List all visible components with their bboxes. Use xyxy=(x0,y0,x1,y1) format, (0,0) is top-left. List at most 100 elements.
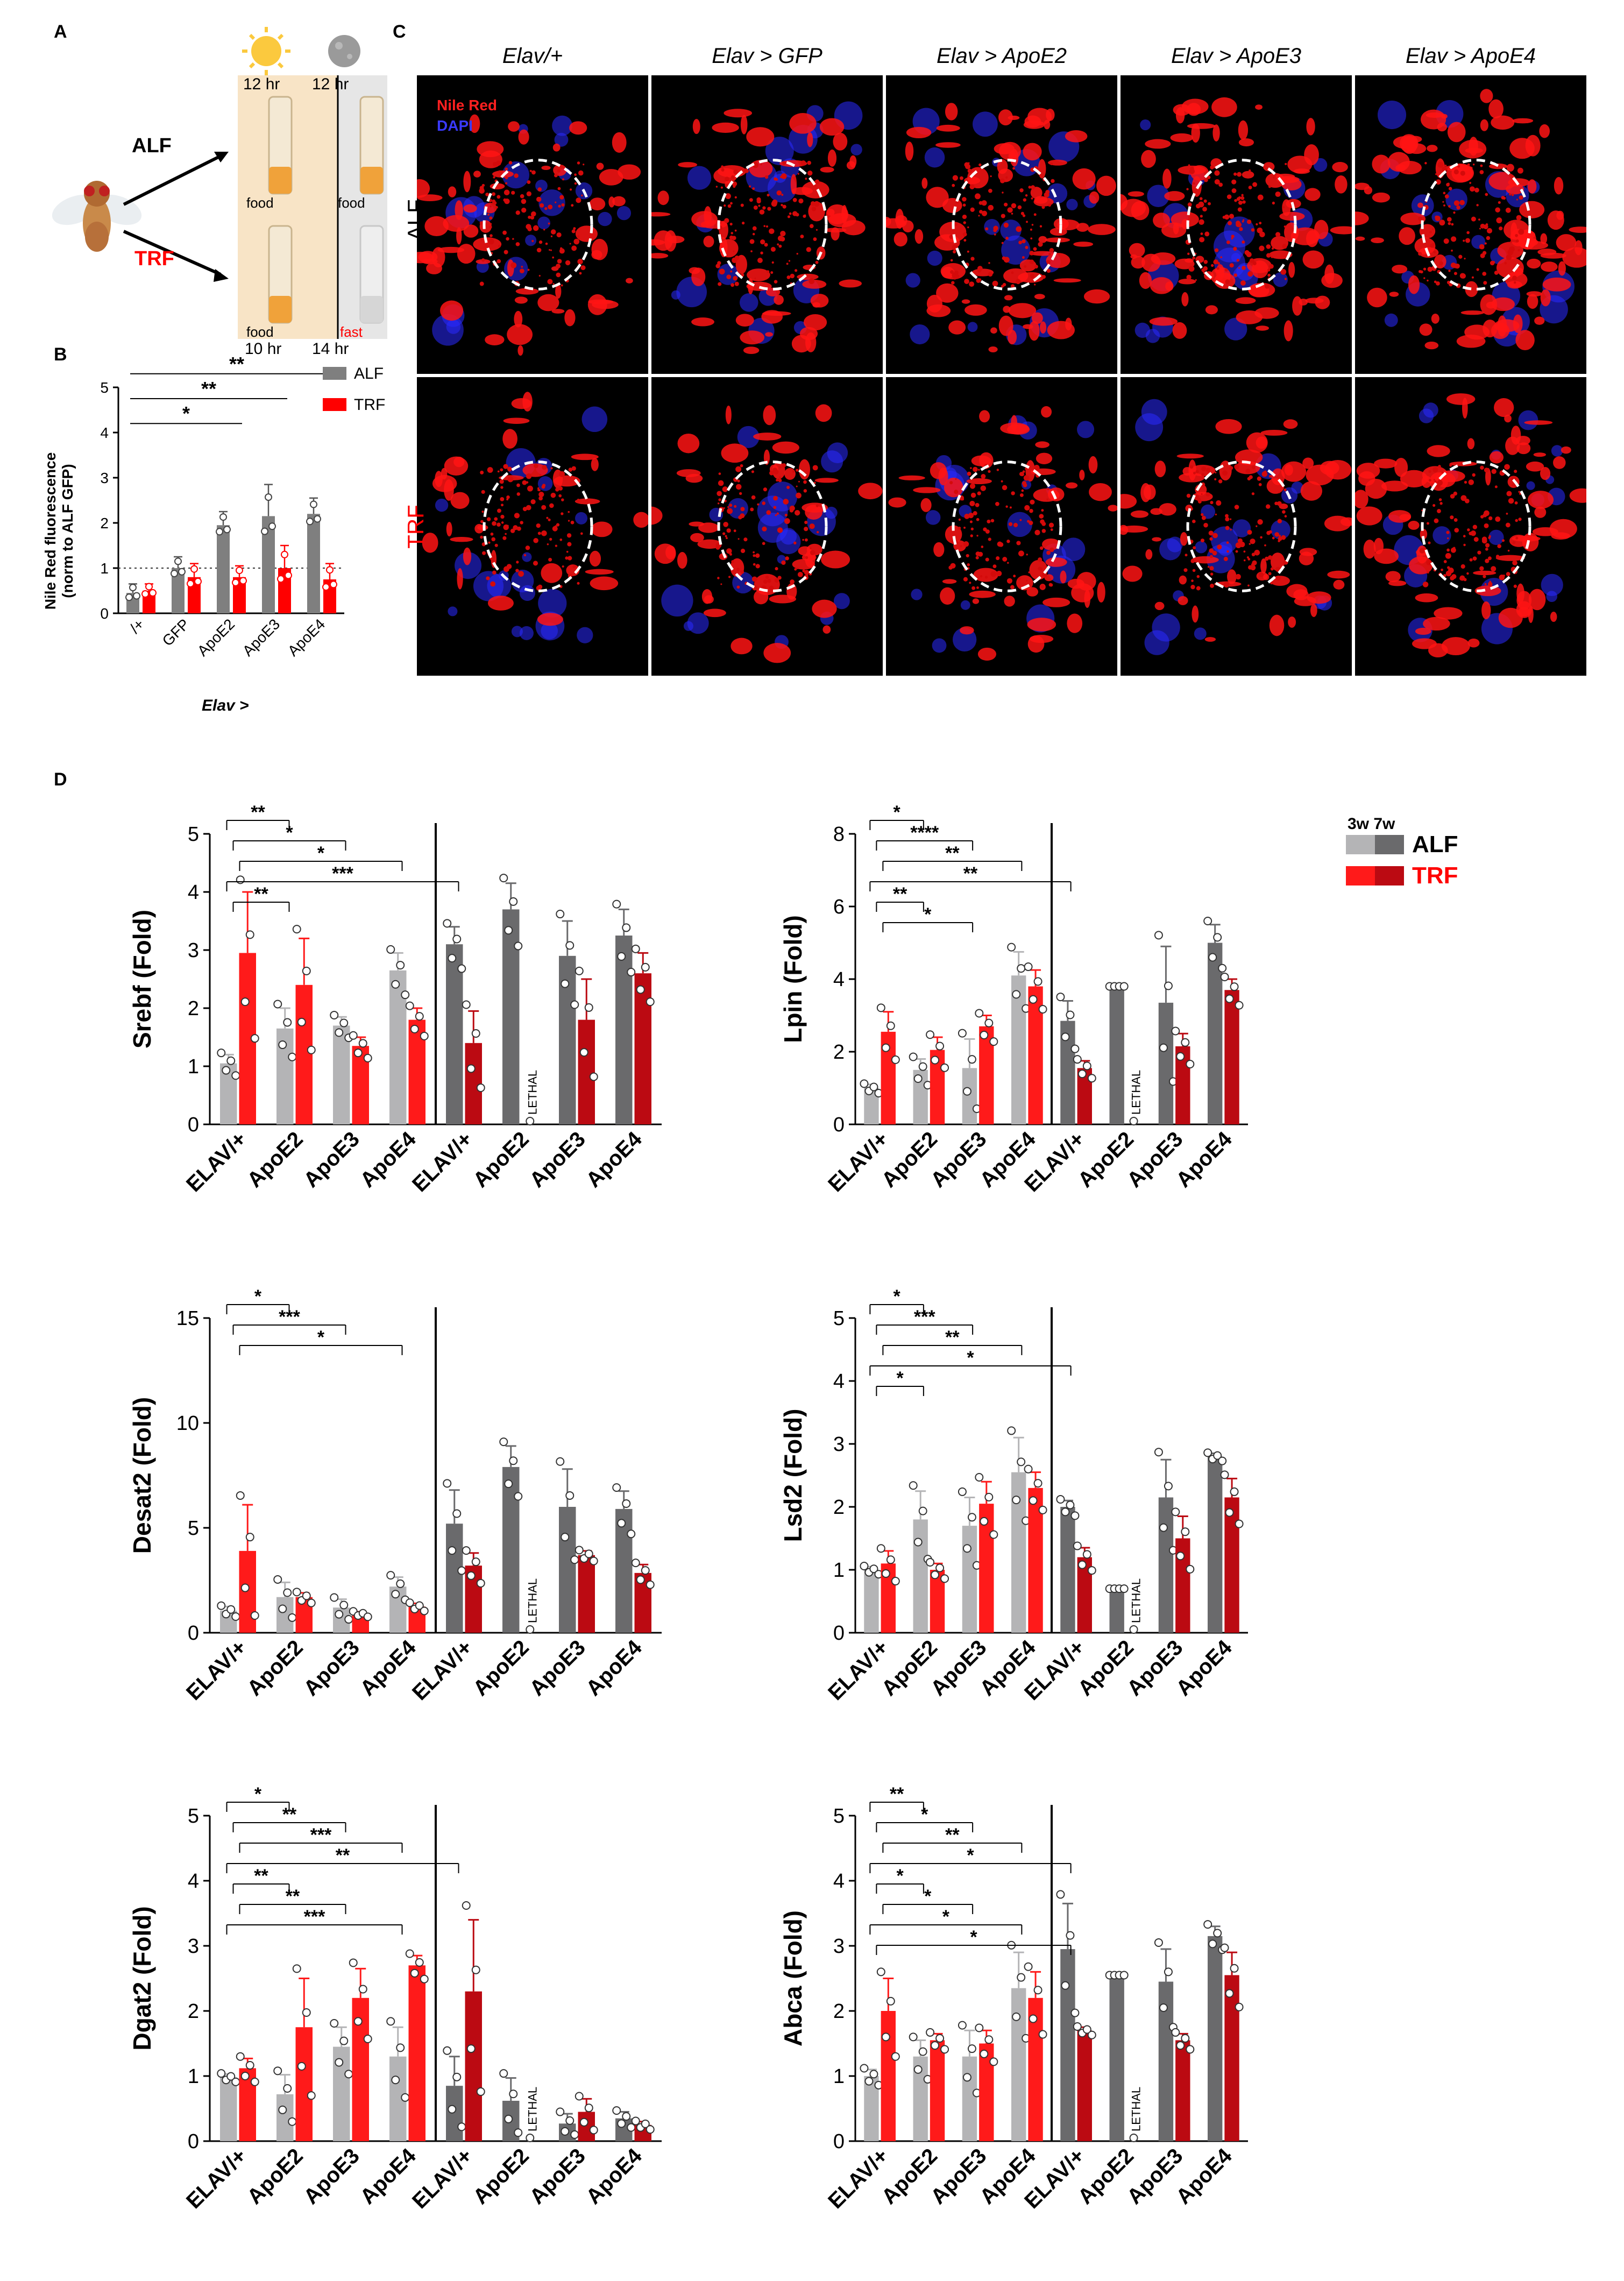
d-data-point xyxy=(245,1533,254,1542)
d-data-point xyxy=(245,930,254,939)
d-data-point xyxy=(476,1083,485,1092)
d-bar xyxy=(446,2086,463,2141)
d-ytick-label: 8 xyxy=(833,823,845,846)
d-data-point xyxy=(358,1985,367,1994)
d-ytick-label: 2 xyxy=(188,997,199,1020)
d-data-point xyxy=(349,1958,358,1967)
d-data-point xyxy=(931,1570,940,1579)
b-data-point xyxy=(141,590,149,598)
d-sig-label: ** xyxy=(945,1327,960,1348)
d-data-point xyxy=(622,1499,631,1508)
d-data-point xyxy=(918,1506,927,1515)
d-xtick-label: ELAV/+ xyxy=(408,1127,477,1196)
panel-letter-b: B xyxy=(54,344,67,365)
d-xtick-label: ELAV/+ xyxy=(824,2144,893,2213)
d-data-point xyxy=(386,2017,395,2026)
d-data-point xyxy=(292,925,301,934)
d-bar xyxy=(634,973,651,1124)
d-data-point xyxy=(1203,917,1212,925)
d-data-point xyxy=(926,2028,935,2037)
micrograph-image xyxy=(417,75,648,374)
fly-icon xyxy=(52,181,142,252)
panel-b-ylabel-line2: (norm to ALF GFP) xyxy=(59,464,76,598)
d-data-point xyxy=(410,1024,419,1033)
d-lethal-point xyxy=(526,2134,535,2142)
d-lethal-label: LETHAL xyxy=(526,1578,539,1623)
d-data-point xyxy=(1007,943,1016,952)
d-data-point xyxy=(931,2041,940,2050)
d-bar xyxy=(1109,986,1124,1124)
d-data-point xyxy=(975,1009,984,1018)
d-data-point xyxy=(452,2072,462,2081)
d-data-point xyxy=(231,2077,240,2086)
trf-day-food: food xyxy=(246,324,274,340)
d-data-point xyxy=(1181,1527,1190,1536)
d-bar xyxy=(979,1504,994,1633)
d-data-point xyxy=(891,1055,900,1064)
d-data-point xyxy=(886,1996,895,2006)
d-ylabel: Desat2 (Fold) xyxy=(128,1397,156,1554)
d-bar xyxy=(1060,1507,1075,1633)
d-data-point xyxy=(1017,1973,1026,1982)
b-data-point xyxy=(306,518,314,526)
trf-day-time: 10 hr xyxy=(245,340,282,358)
d-data-point xyxy=(1082,1550,1091,1559)
d-data-point xyxy=(940,1574,949,1583)
d-data-point xyxy=(1029,995,1038,1004)
d-data-point xyxy=(1225,994,1234,1003)
d-data-point xyxy=(935,1563,945,1572)
d-data-point xyxy=(339,1600,349,1610)
d-data-point xyxy=(396,961,405,970)
d-data-point xyxy=(617,952,626,961)
d-data-point xyxy=(457,964,466,973)
d-bar xyxy=(1109,1975,1124,2141)
d-data-point xyxy=(1213,933,1222,942)
legend-trf-3w-swatch xyxy=(1346,866,1375,886)
d-data-point xyxy=(391,2075,400,2085)
legend-alf-3w-swatch xyxy=(1346,835,1375,854)
d-data-point xyxy=(967,1513,976,1522)
d-bar xyxy=(578,1555,595,1633)
d-xtick-label: ELAV/+ xyxy=(182,2144,251,2213)
d-data-point xyxy=(1235,1519,1244,1528)
d-data-point xyxy=(1066,1500,1075,1510)
d-sig-label: * xyxy=(254,1786,262,1804)
d-data-point xyxy=(881,1043,890,1052)
d-data-point xyxy=(575,966,584,975)
d-data-point xyxy=(1070,1044,1080,1053)
b-data-point xyxy=(194,577,202,585)
micrograph-image xyxy=(1355,377,1586,676)
d-data-point xyxy=(462,1901,471,1910)
d-data-point xyxy=(250,2077,259,2086)
d-data-point xyxy=(935,2034,945,2043)
d-data-point xyxy=(405,1949,414,1958)
d-data-point xyxy=(646,997,655,1007)
b-xtick-label: GFP xyxy=(159,615,193,649)
d-data-point xyxy=(217,2069,226,2078)
d-sig-label: *** xyxy=(279,1307,300,1327)
d-data-point xyxy=(457,1566,466,1575)
d-data-point xyxy=(1235,2002,1244,2011)
d-data-point xyxy=(420,1606,429,1616)
d-data-point xyxy=(509,2089,518,2099)
d-data-point xyxy=(1056,1890,1065,1899)
d-data-point xyxy=(1024,1962,1033,1971)
d-sig-label: ** xyxy=(282,1804,297,1825)
d-data-point xyxy=(631,1559,640,1568)
d-ylabel: Abca (Fold) xyxy=(779,1910,807,2046)
d-ytick-label: 3 xyxy=(188,1935,199,1958)
d-data-point xyxy=(631,944,640,953)
d-sig-label: * xyxy=(254,1286,262,1307)
d-data-point xyxy=(476,1578,485,1588)
legend-alf-label: ALF xyxy=(1412,831,1458,858)
d-sig-label: * xyxy=(967,1348,974,1368)
panel-b-ylabel: Nile Red fluorescence (norm to ALF GFP) xyxy=(42,442,76,620)
b-data-point xyxy=(239,577,247,585)
d-data-point xyxy=(958,1487,967,1496)
d-data-point xyxy=(443,1479,452,1488)
d-data-point xyxy=(962,1544,971,1553)
d-xtick-label: ApoE2 xyxy=(243,2144,308,2209)
d-data-point xyxy=(1220,1470,1229,1479)
d-bar xyxy=(1060,1949,1075,2141)
d-sig-label: *** xyxy=(304,1907,325,1927)
